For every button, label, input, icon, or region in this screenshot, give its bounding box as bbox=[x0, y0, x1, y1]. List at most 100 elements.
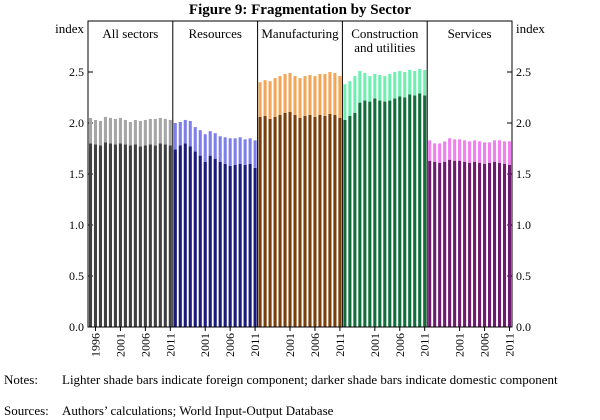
plot-frame bbox=[87, 20, 513, 328]
bar-foreign-4-15 bbox=[502, 141, 507, 164]
bar-foreign-4-10 bbox=[478, 141, 482, 163]
bar-domestic-1-4 bbox=[193, 151, 197, 327]
bar-domestic-3-11 bbox=[398, 96, 402, 327]
bar-foreign-2-6 bbox=[288, 73, 292, 112]
bar-domestic-2-13 bbox=[323, 115, 327, 327]
y-tick-label-right: 2.0 bbox=[516, 116, 531, 130]
x-tick-label: 2001 bbox=[453, 333, 467, 357]
bar-foreign-3-10 bbox=[393, 72, 397, 99]
bar-foreign-2-2 bbox=[268, 81, 272, 119]
bar-foreign-1-2 bbox=[183, 119, 187, 144]
bar-domestic-1-8 bbox=[213, 158, 217, 327]
notes-label: Notes: bbox=[4, 372, 38, 387]
bar-foreign-4-16 bbox=[507, 141, 512, 165]
panel-title-0: All sectors bbox=[102, 26, 158, 41]
bar-foreign-3-7 bbox=[378, 75, 382, 101]
bar-domestic-4-4 bbox=[448, 159, 452, 327]
bar-foreign-2-1 bbox=[263, 80, 267, 116]
bar-foreign-0-3 bbox=[103, 116, 108, 143]
y-tick-label-left: 0.5 bbox=[69, 269, 84, 283]
bar-domestic-2-5 bbox=[283, 112, 287, 327]
bar-foreign-2-12 bbox=[318, 74, 322, 115]
y-tick-label-left: 1.0 bbox=[69, 218, 84, 232]
bar-domestic-1-11 bbox=[228, 165, 232, 327]
bar-foreign-1-8 bbox=[213, 133, 217, 159]
bar-domestic-3-16 bbox=[423, 95, 427, 328]
notes-text: Lighter shade bars indicate foreign comp… bbox=[62, 372, 558, 387]
bar-foreign-0-9 bbox=[133, 119, 137, 145]
x-tick-label: 2011 bbox=[418, 333, 432, 357]
bar-domestic-3-0 bbox=[343, 119, 347, 327]
bar-domestic-1-0 bbox=[173, 149, 177, 327]
bar-foreign-4-2 bbox=[438, 143, 442, 163]
bar-domestic-4-13 bbox=[492, 161, 497, 327]
bar-domestic-1-9 bbox=[218, 161, 222, 327]
y-tick-label-right: 0.5 bbox=[516, 269, 531, 283]
bar-foreign-4-3 bbox=[443, 141, 447, 162]
bar-foreign-4-8 bbox=[468, 141, 472, 163]
bar-domestic-4-9 bbox=[473, 161, 477, 327]
bar-foreign-4-7 bbox=[463, 140, 467, 162]
bar-domestic-3-14 bbox=[413, 95, 417, 328]
bar-domestic-2-4 bbox=[278, 114, 282, 327]
bar-domestic-1-12 bbox=[233, 164, 237, 327]
bar-foreign-3-8 bbox=[383, 76, 387, 102]
bar-domestic-1-16 bbox=[253, 167, 257, 327]
bar-foreign-0-15 bbox=[163, 118, 167, 145]
x-tick-label: 2011 bbox=[333, 333, 347, 357]
panel-title-3: Construction bbox=[351, 26, 419, 41]
bar-domestic-1-3 bbox=[188, 146, 192, 327]
bar-foreign-3-3 bbox=[358, 70, 362, 103]
bar-foreign-0-6 bbox=[118, 117, 122, 144]
x-tick-label: 2006 bbox=[478, 333, 492, 357]
bar-foreign-0-12 bbox=[148, 118, 152, 145]
bar-domestic-4-16 bbox=[507, 164, 512, 327]
bar-domestic-1-7 bbox=[208, 155, 212, 327]
bar-domestic-0-8 bbox=[128, 145, 132, 327]
bar-foreign-0-1 bbox=[93, 119, 98, 145]
x-tick-label: 2011 bbox=[248, 333, 262, 357]
bar-domestic-3-5 bbox=[368, 101, 372, 327]
x-tick-label: 2006 bbox=[223, 333, 237, 357]
bar-domestic-3-10 bbox=[393, 98, 397, 328]
bar-domestic-3-2 bbox=[353, 112, 357, 327]
bar-foreign-0-0 bbox=[88, 117, 93, 144]
panel-title-3: and utilities bbox=[354, 40, 415, 55]
bar-domestic-3-4 bbox=[363, 100, 367, 327]
bar-domestic-2-3 bbox=[273, 116, 277, 327]
sources-label: Sources: bbox=[4, 403, 49, 418]
bar-foreign-3-11 bbox=[398, 70, 402, 97]
bar-domestic-4-10 bbox=[478, 162, 482, 327]
bar-domestic-2-12 bbox=[318, 114, 322, 327]
bar-domestic-3-13 bbox=[408, 94, 412, 327]
bar-foreign-2-3 bbox=[273, 78, 277, 117]
y-tick-label-left: 1.5 bbox=[69, 167, 84, 181]
bar-domestic-1-13 bbox=[238, 163, 242, 327]
bar-foreign-1-12 bbox=[233, 138, 237, 165]
bar-foreign-1-5 bbox=[198, 130, 202, 156]
bar-foreign-0-16 bbox=[168, 119, 172, 146]
bar-domestic-0-7 bbox=[123, 144, 127, 327]
bar-domestic-4-8 bbox=[468, 162, 472, 327]
bar-foreign-2-7 bbox=[293, 76, 297, 115]
x-tick-label: 2006 bbox=[308, 333, 322, 357]
bar-foreign-0-2 bbox=[98, 120, 103, 146]
bar-domestic-2-1 bbox=[263, 115, 267, 327]
bar-domestic-2-10 bbox=[308, 114, 312, 327]
bar-domestic-4-0 bbox=[428, 160, 432, 327]
bar-foreign-2-10 bbox=[308, 75, 312, 115]
bar-domestic-0-9 bbox=[133, 144, 137, 327]
bar-domestic-3-7 bbox=[378, 100, 382, 327]
bar-foreign-1-1 bbox=[178, 121, 182, 146]
bar-domestic-0-0 bbox=[88, 143, 93, 327]
bar-domestic-3-8 bbox=[383, 101, 387, 327]
bar-domestic-4-3 bbox=[443, 161, 447, 327]
bar-foreign-1-9 bbox=[218, 136, 222, 162]
y-tick-label-left: 0.0 bbox=[69, 320, 84, 334]
bar-foreign-3-1 bbox=[348, 81, 352, 116]
y-tick-label-right: 2.5 bbox=[516, 65, 531, 79]
bar-domestic-0-14 bbox=[158, 143, 162, 327]
bar-foreign-2-13 bbox=[323, 74, 327, 116]
bar-domestic-3-1 bbox=[348, 115, 352, 327]
panel-title-4: Services bbox=[448, 26, 492, 41]
